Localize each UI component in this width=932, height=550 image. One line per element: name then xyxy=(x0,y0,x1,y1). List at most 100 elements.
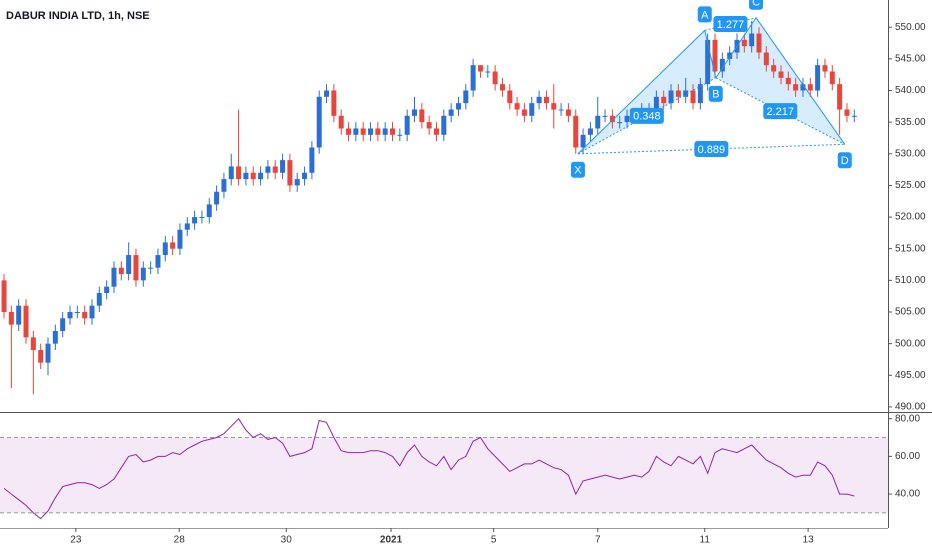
y-tick-label: 550.00 xyxy=(895,22,926,33)
candle-body xyxy=(96,293,102,306)
candle-body xyxy=(184,223,190,230)
candle-body xyxy=(602,115,608,117)
candle-body xyxy=(580,134,586,148)
candle-body xyxy=(499,84,505,91)
candle-body xyxy=(558,109,564,111)
x-tick-label: 5 xyxy=(491,535,497,546)
point-label: A xyxy=(701,9,709,21)
candle-body xyxy=(565,109,571,116)
x-tick-label: 23 xyxy=(70,535,82,546)
candle-body xyxy=(353,128,359,135)
candle-body xyxy=(426,122,432,129)
candle-body xyxy=(521,109,527,116)
candle-body xyxy=(470,65,476,91)
candle-body xyxy=(778,71,784,78)
point-badge xyxy=(708,85,723,102)
candle-body xyxy=(397,134,403,136)
rsi-tick-label: 60.00 xyxy=(895,451,920,462)
point-badge xyxy=(837,152,852,169)
candle-body xyxy=(346,128,352,135)
candle-body xyxy=(368,128,374,135)
candle-body xyxy=(448,109,454,116)
ratio-label: 0.348 xyxy=(633,111,661,123)
candle-body xyxy=(536,96,542,104)
candle-body xyxy=(441,115,447,135)
candle-body xyxy=(221,179,227,192)
point-badge xyxy=(749,0,764,10)
candle-body xyxy=(463,90,469,104)
candle-body xyxy=(324,90,330,97)
candle-body xyxy=(529,103,535,116)
pattern-leg xyxy=(704,30,717,78)
y-tick-label: 520.00 xyxy=(895,212,926,223)
ratio-badge xyxy=(713,16,748,33)
candle-body xyxy=(258,172,264,180)
candle-body xyxy=(800,84,806,91)
candle-body xyxy=(236,166,242,180)
candle-body xyxy=(411,109,417,116)
candle-body xyxy=(551,103,557,110)
candle-body xyxy=(104,286,110,294)
candle-body xyxy=(705,39,711,85)
candle-body xyxy=(485,71,491,73)
candle-body xyxy=(74,312,80,314)
candle-body xyxy=(82,312,88,319)
candle-body xyxy=(624,115,630,123)
y-tick-label: 505.00 xyxy=(895,307,926,318)
candle-body xyxy=(675,90,681,97)
pattern-leg xyxy=(715,17,757,79)
candle-body xyxy=(683,90,689,97)
candle-body xyxy=(807,84,813,91)
candle-body xyxy=(375,128,381,135)
candle-body xyxy=(433,128,439,135)
candle-body xyxy=(837,84,843,110)
x-tick-label: 2021 xyxy=(380,535,403,546)
candle-body xyxy=(228,166,234,180)
candle-body xyxy=(294,179,300,186)
ratio-badge xyxy=(629,107,664,124)
candle-body xyxy=(170,242,176,249)
candle-body xyxy=(404,115,410,135)
candle-body xyxy=(52,330,58,344)
candle-body xyxy=(653,96,659,110)
candle-body xyxy=(595,115,601,129)
candle-body xyxy=(316,96,322,148)
y-tick-label: 525.00 xyxy=(895,180,926,191)
candle-body xyxy=(338,115,344,129)
chart-title: DABUR INDIA LTD, 1h, NSE xyxy=(6,10,150,22)
rsi-band xyxy=(0,437,888,513)
ratio-line xyxy=(704,17,757,31)
candle-body xyxy=(793,84,799,91)
candle-body xyxy=(331,90,337,116)
candle-body xyxy=(763,52,769,66)
y-tick-label: 495.00 xyxy=(895,370,926,381)
candle-body xyxy=(214,191,220,205)
ratio-label: 2.217 xyxy=(766,106,794,118)
candle-body xyxy=(573,115,579,148)
candle-body xyxy=(162,242,168,256)
candle-body xyxy=(543,96,549,104)
candle-body xyxy=(419,109,425,123)
pattern-leg xyxy=(577,30,706,155)
candle-body xyxy=(514,103,520,110)
x-tick-label: 7 xyxy=(595,535,601,546)
y-tick-label: 490.00 xyxy=(895,402,926,413)
candle-body xyxy=(756,33,762,53)
candle-body xyxy=(771,65,777,72)
candle-body xyxy=(382,128,388,135)
candle-body xyxy=(111,267,117,287)
candle-body xyxy=(302,172,308,180)
candle-body xyxy=(1,280,7,313)
y-tick-label: 515.00 xyxy=(895,243,926,254)
y-tick-label: 545.00 xyxy=(895,53,926,64)
y-tick-label: 540.00 xyxy=(895,85,926,96)
candle-body xyxy=(23,305,29,338)
candle-body xyxy=(851,115,857,117)
candle-body xyxy=(822,65,828,72)
candle-body xyxy=(118,267,124,275)
candle-body xyxy=(690,90,696,104)
candle-body xyxy=(45,343,51,363)
candle-body xyxy=(67,312,73,319)
y-tick-label: 535.00 xyxy=(895,117,926,128)
